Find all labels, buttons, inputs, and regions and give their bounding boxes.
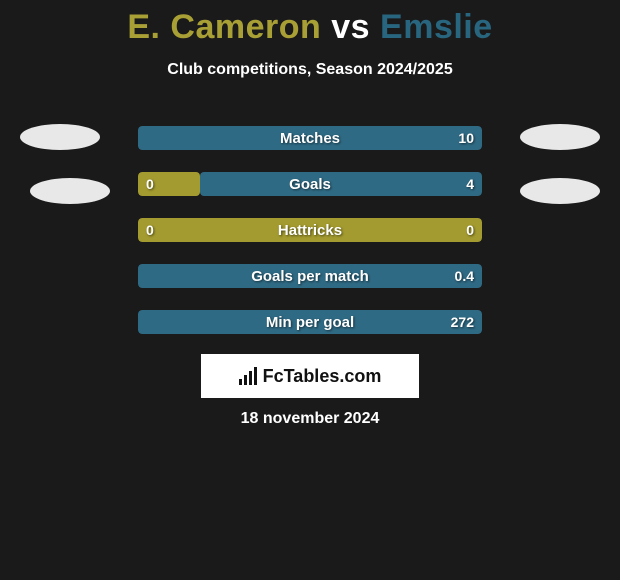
comparison-title: E. Cameron vs Emslie xyxy=(0,0,620,47)
title-player1: E. Cameron xyxy=(127,8,321,46)
stat-right-value: 0.4 xyxy=(447,264,482,288)
title-player2: Emslie xyxy=(380,8,493,46)
comparison-bars: Matches10Goals04Hattricks00Goals per mat… xyxy=(138,126,482,356)
stat-label: Min per goal xyxy=(138,310,482,334)
avatar-player2-top xyxy=(520,124,600,150)
stat-label: Goals xyxy=(138,172,482,196)
stat-label: Hattricks xyxy=(138,218,482,242)
branding-text: FcTables.com xyxy=(263,366,382,387)
stat-left-value: 0 xyxy=(138,218,162,242)
bars-icon xyxy=(239,367,257,385)
stat-label: Goals per match xyxy=(138,264,482,288)
stat-left-value: 0 xyxy=(138,172,162,196)
stat-row: Matches10 xyxy=(138,126,482,150)
title-vs: vs xyxy=(331,8,370,46)
avatar-player1-bottom xyxy=(30,178,110,204)
stat-right-value: 0 xyxy=(458,218,482,242)
branding-badge: FcTables.com xyxy=(201,354,419,398)
stat-row: Hattricks0 0 xyxy=(138,218,482,242)
date-label: 18 november 2024 xyxy=(0,410,620,428)
avatar-player2-bottom xyxy=(520,178,600,204)
stat-right-value: 4 xyxy=(458,172,482,196)
stat-row: Goals per match0.4 xyxy=(138,264,482,288)
stat-right-value: 10 xyxy=(450,126,482,150)
subtitle: Club competitions, Season 2024/2025 xyxy=(0,61,620,79)
stat-right-value: 272 xyxy=(443,310,482,334)
stat-label: Matches xyxy=(138,126,482,150)
avatar-player1-top xyxy=(20,124,100,150)
stat-row: Goals0 4 xyxy=(138,172,482,196)
stat-row: Min per goal272 xyxy=(138,310,482,334)
